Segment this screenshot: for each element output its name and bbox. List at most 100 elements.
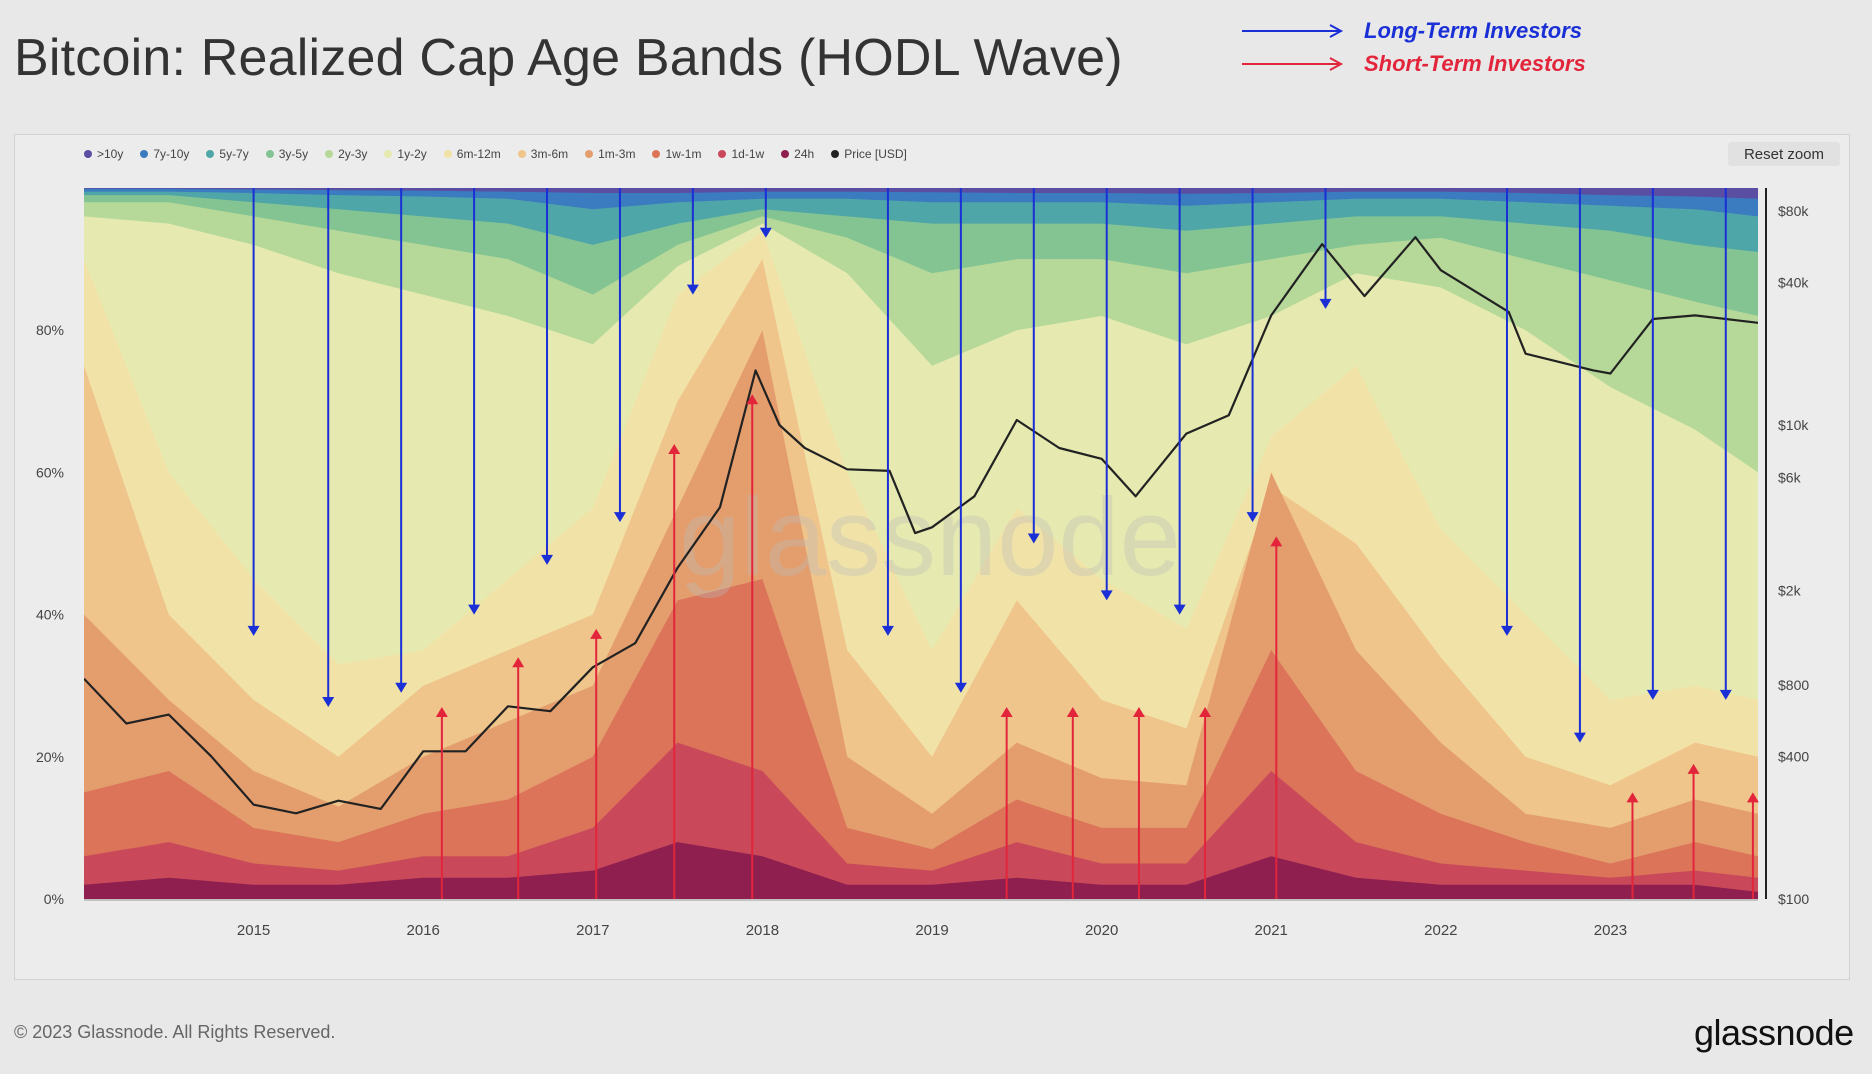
page-title: Bitcoin: Realized Cap Age Bands (HODL Wa…	[14, 29, 1123, 87]
legend-dot-icon	[652, 150, 661, 158]
long-term-label: Long-Term Investors	[1364, 18, 1582, 43]
legend-dot-icon	[718, 150, 727, 158]
x-tick-label: 2015	[237, 922, 270, 939]
legend-item[interactable]: 6m-12m	[443, 147, 501, 161]
legend-item[interactable]: >10y	[84, 147, 123, 161]
legend-item[interactable]: 2y-3y	[325, 147, 367, 161]
long-term-arrow-head	[686, 284, 699, 295]
y-tick-label: 40%	[36, 607, 64, 623]
short-term-annotation: Short-Term Investors	[1240, 49, 1586, 79]
short-term-arrow-head	[1132, 707, 1145, 718]
blue-arrow-icon	[1242, 24, 1344, 38]
legend-item[interactable]: 1y-2y	[384, 147, 427, 161]
x-tick-label: 2016	[407, 922, 440, 939]
red-arrow-icon	[1242, 57, 1344, 71]
long-term-arrow-head	[541, 554, 554, 565]
y2-tick-label: $6k	[1778, 470, 1802, 486]
band-1d-1w	[84, 742, 1758, 899]
y-tick-label: 60%	[36, 464, 64, 480]
x-tick-label: 2018	[746, 922, 779, 939]
short-term-label: Short-Term Investors	[1364, 51, 1586, 76]
long-term-arrow-head	[1319, 298, 1332, 309]
legend-item[interactable]: 1d-1w	[718, 147, 764, 161]
legend-dot-icon	[84, 150, 92, 158]
y2-tick-label: $80k	[1778, 203, 1809, 219]
legend-label: 1y-2y	[397, 147, 427, 161]
legend-dot-icon	[781, 150, 790, 158]
x-tick-label: 2017	[576, 922, 609, 939]
legend-item[interactable]: 24h	[781, 147, 814, 161]
long-term-arrow-head	[1573, 732, 1586, 743]
long-term-arrow-head	[247, 625, 260, 636]
legend-label: 6m-12m	[456, 147, 501, 161]
legend-label: 24h	[794, 147, 815, 161]
legend-label: 3m-6m	[530, 147, 569, 161]
x-tick-label: 2023	[1594, 922, 1627, 939]
x-tick-label: 2019	[915, 922, 948, 939]
long-term-arrow-head	[613, 512, 626, 523]
long-term-arrow-head	[1646, 689, 1659, 700]
axes: 0% 20% 40% 60% 80% $100 $400 $800 $2k $6k $10k $40k…	[36, 188, 1809, 939]
legend-label: 2y-3y	[338, 147, 368, 161]
legend-label: Price [USD]	[844, 147, 907, 161]
long-term-arrow-head	[759, 227, 772, 238]
x-tick-label: 2022	[1424, 922, 1457, 939]
y2-tick-label: $10k	[1778, 417, 1809, 433]
long-term-arrow-head	[1719, 689, 1732, 700]
legend-item[interactable]: Price [USD]	[831, 147, 907, 161]
legend-dot-icon	[384, 150, 393, 158]
legend-item[interactable]: 5y-7y	[206, 147, 249, 161]
long-term-arrow-head	[1100, 590, 1113, 601]
x-tick-label: 2020	[1085, 922, 1118, 939]
chart-legend: >10y 7y-10y 5y-7y 3y-5y 2y-3y 1y-2y 6m-12m 3m-6…	[84, 144, 924, 164]
reset-zoom-button[interactable]: Reset zoom	[1728, 142, 1840, 166]
long-term-arrow-head	[1246, 512, 1259, 523]
legend-dot-icon	[517, 150, 526, 158]
short-term-arrow-head	[1746, 792, 1759, 803]
legend-item[interactable]: 1m-3m	[585, 147, 635, 161]
legend-label: 5y-7y	[219, 147, 249, 161]
short-term-arrow-head	[1270, 536, 1283, 547]
y2-tick-label: $800	[1778, 677, 1809, 693]
glassnode-logo: glassnode	[1694, 1012, 1854, 1053]
short-term-arrow-head	[590, 628, 603, 639]
legend-dot-icon	[831, 150, 840, 158]
price-series	[84, 236, 1758, 815]
y-tick-label: 0%	[44, 891, 64, 907]
legend-label: 1m-3m	[598, 147, 636, 161]
short-term-arrow-head	[1199, 707, 1212, 718]
y-tick-label: 20%	[36, 749, 64, 765]
short-term-arrow-head	[1000, 707, 1013, 718]
price-line	[84, 236, 1758, 815]
legend-dot-icon	[206, 150, 215, 158]
legend-item[interactable]: 3y-5y	[265, 147, 309, 161]
watermark: glassnode	[679, 476, 1181, 599]
legend-dot-icon	[265, 150, 274, 158]
legend-item[interactable]: 7y-10y	[140, 147, 189, 161]
short-term-arrow-head	[435, 707, 448, 718]
age-bands	[84, 188, 1758, 899]
legend-item[interactable]: 1w-1m	[652, 147, 701, 161]
long-term-annotation: Long-Term Investors	[1240, 16, 1582, 46]
y-tick-label: 80%	[36, 322, 64, 338]
legend-label: 7y-10y	[153, 147, 190, 161]
short-term-arrow-head	[1687, 763, 1700, 774]
long-term-arrow-head	[881, 625, 894, 636]
long-term-arrow-head	[1500, 625, 1513, 636]
x-tick-label: 2021	[1255, 922, 1288, 939]
short-term-arrow-head	[746, 394, 759, 405]
legend-dot-icon	[325, 150, 334, 158]
y2-tick-label: $400	[1778, 748, 1809, 764]
short-term-arrow-head	[668, 443, 681, 454]
legend-item[interactable]: 3m-6m	[517, 147, 569, 161]
long-term-arrow-head	[468, 604, 481, 615]
short-term-arrow-head	[512, 657, 525, 668]
long-term-arrow-head	[954, 682, 967, 693]
long-term-arrow-head	[1027, 533, 1040, 544]
legend-label: 1d-1w	[731, 147, 765, 161]
legend-label: 3y-5y	[278, 147, 309, 161]
long-term-arrow-head	[1173, 604, 1186, 615]
legend-label: 1w-1m	[665, 147, 702, 161]
legend-dot-icon	[443, 150, 452, 158]
